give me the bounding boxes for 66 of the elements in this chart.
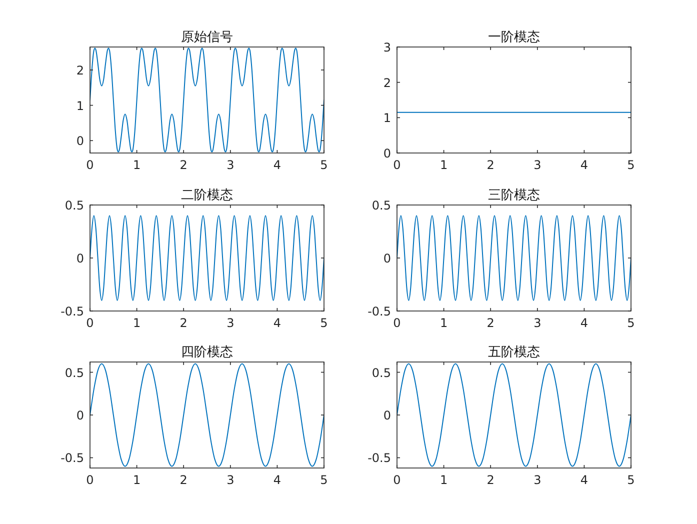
y-tick-label: 0 [383,408,391,422]
x-tick-label: 0 [393,473,401,487]
x-tick-label: 2 [486,473,494,487]
y-tick-label: 0 [76,252,84,266]
y-tick-label: -0.5 [368,304,391,318]
x-tick-label: 3 [534,316,542,330]
y-tick-label: 3 [383,40,391,54]
y-tick-label: 0.5 [64,366,84,380]
x-tick-label: 1 [440,158,448,172]
x-tick-label: 4 [580,316,588,330]
x-tick-label: 5 [320,316,328,330]
x-tick-label: 0 [393,316,401,330]
chart-title: 二阶模态 [181,188,233,203]
line-series [90,363,324,467]
x-tick-label: 5 [627,473,635,487]
x-tick-label: 0 [86,473,94,487]
x-tick-label: 4 [273,316,282,330]
y-tick-label: 2 [383,76,391,90]
chart-title: 四阶模态 [181,345,233,360]
x-tick-label: 1 [132,158,141,172]
x-tick-label: 3 [226,316,234,330]
x-tick-label: 1 [132,473,141,487]
x-tick-label: 3 [226,158,234,172]
y-tick-label: -0.5 [368,451,391,466]
y-tick-label: 0 [76,408,84,422]
x-tick-label: 4 [273,473,282,487]
y-tick-label: 1 [76,98,84,113]
y-tick-label: -0.5 [60,451,84,466]
y-tick-label: 0.5 [372,198,391,212]
x-tick-label: 1 [440,473,448,487]
y-tick-label: 1 [383,111,391,126]
x-tick-label: 0 [393,158,401,172]
y-tick-label: 0.5 [64,198,84,212]
y-tick-label: 0 [76,134,84,148]
line-series [90,49,324,151]
x-tick-label: 2 [486,316,494,330]
x-tick-label: 3 [226,473,234,487]
line-series [397,363,631,467]
x-tick-label: 5 [320,473,328,487]
x-tick-label: 2 [180,473,188,487]
x-tick-label: 0 [86,158,94,172]
x-tick-label: 3 [534,473,542,487]
x-tick-label: 2 [486,158,494,172]
y-tick-label: -0.5 [60,304,84,318]
x-tick-label: 3 [534,158,542,172]
x-tick-label: 1 [132,316,141,330]
chart-title: 原始信号 [181,30,233,45]
x-tick-label: 5 [627,316,635,330]
x-tick-label: 4 [580,158,588,172]
line-series [397,215,631,301]
x-tick-label: 1 [440,316,448,330]
x-tick-label: 4 [273,158,282,172]
chart-title: 五阶模态 [488,345,540,360]
y-tick-label: 0 [383,252,391,266]
x-tick-label: 0 [86,316,94,330]
line-series [90,215,324,301]
x-tick-label: 4 [580,473,588,487]
x-tick-label: 5 [320,158,328,172]
x-tick-label: 2 [180,158,188,172]
chart-title: 三阶模态 [488,188,540,203]
x-tick-label: 2 [180,316,188,330]
y-tick-label: 2 [76,63,84,78]
x-tick-label: 5 [627,158,635,172]
y-tick-label: 0 [383,146,391,160]
y-tick-label: 0.5 [372,366,391,380]
chart-title: 一阶模态 [488,30,540,45]
